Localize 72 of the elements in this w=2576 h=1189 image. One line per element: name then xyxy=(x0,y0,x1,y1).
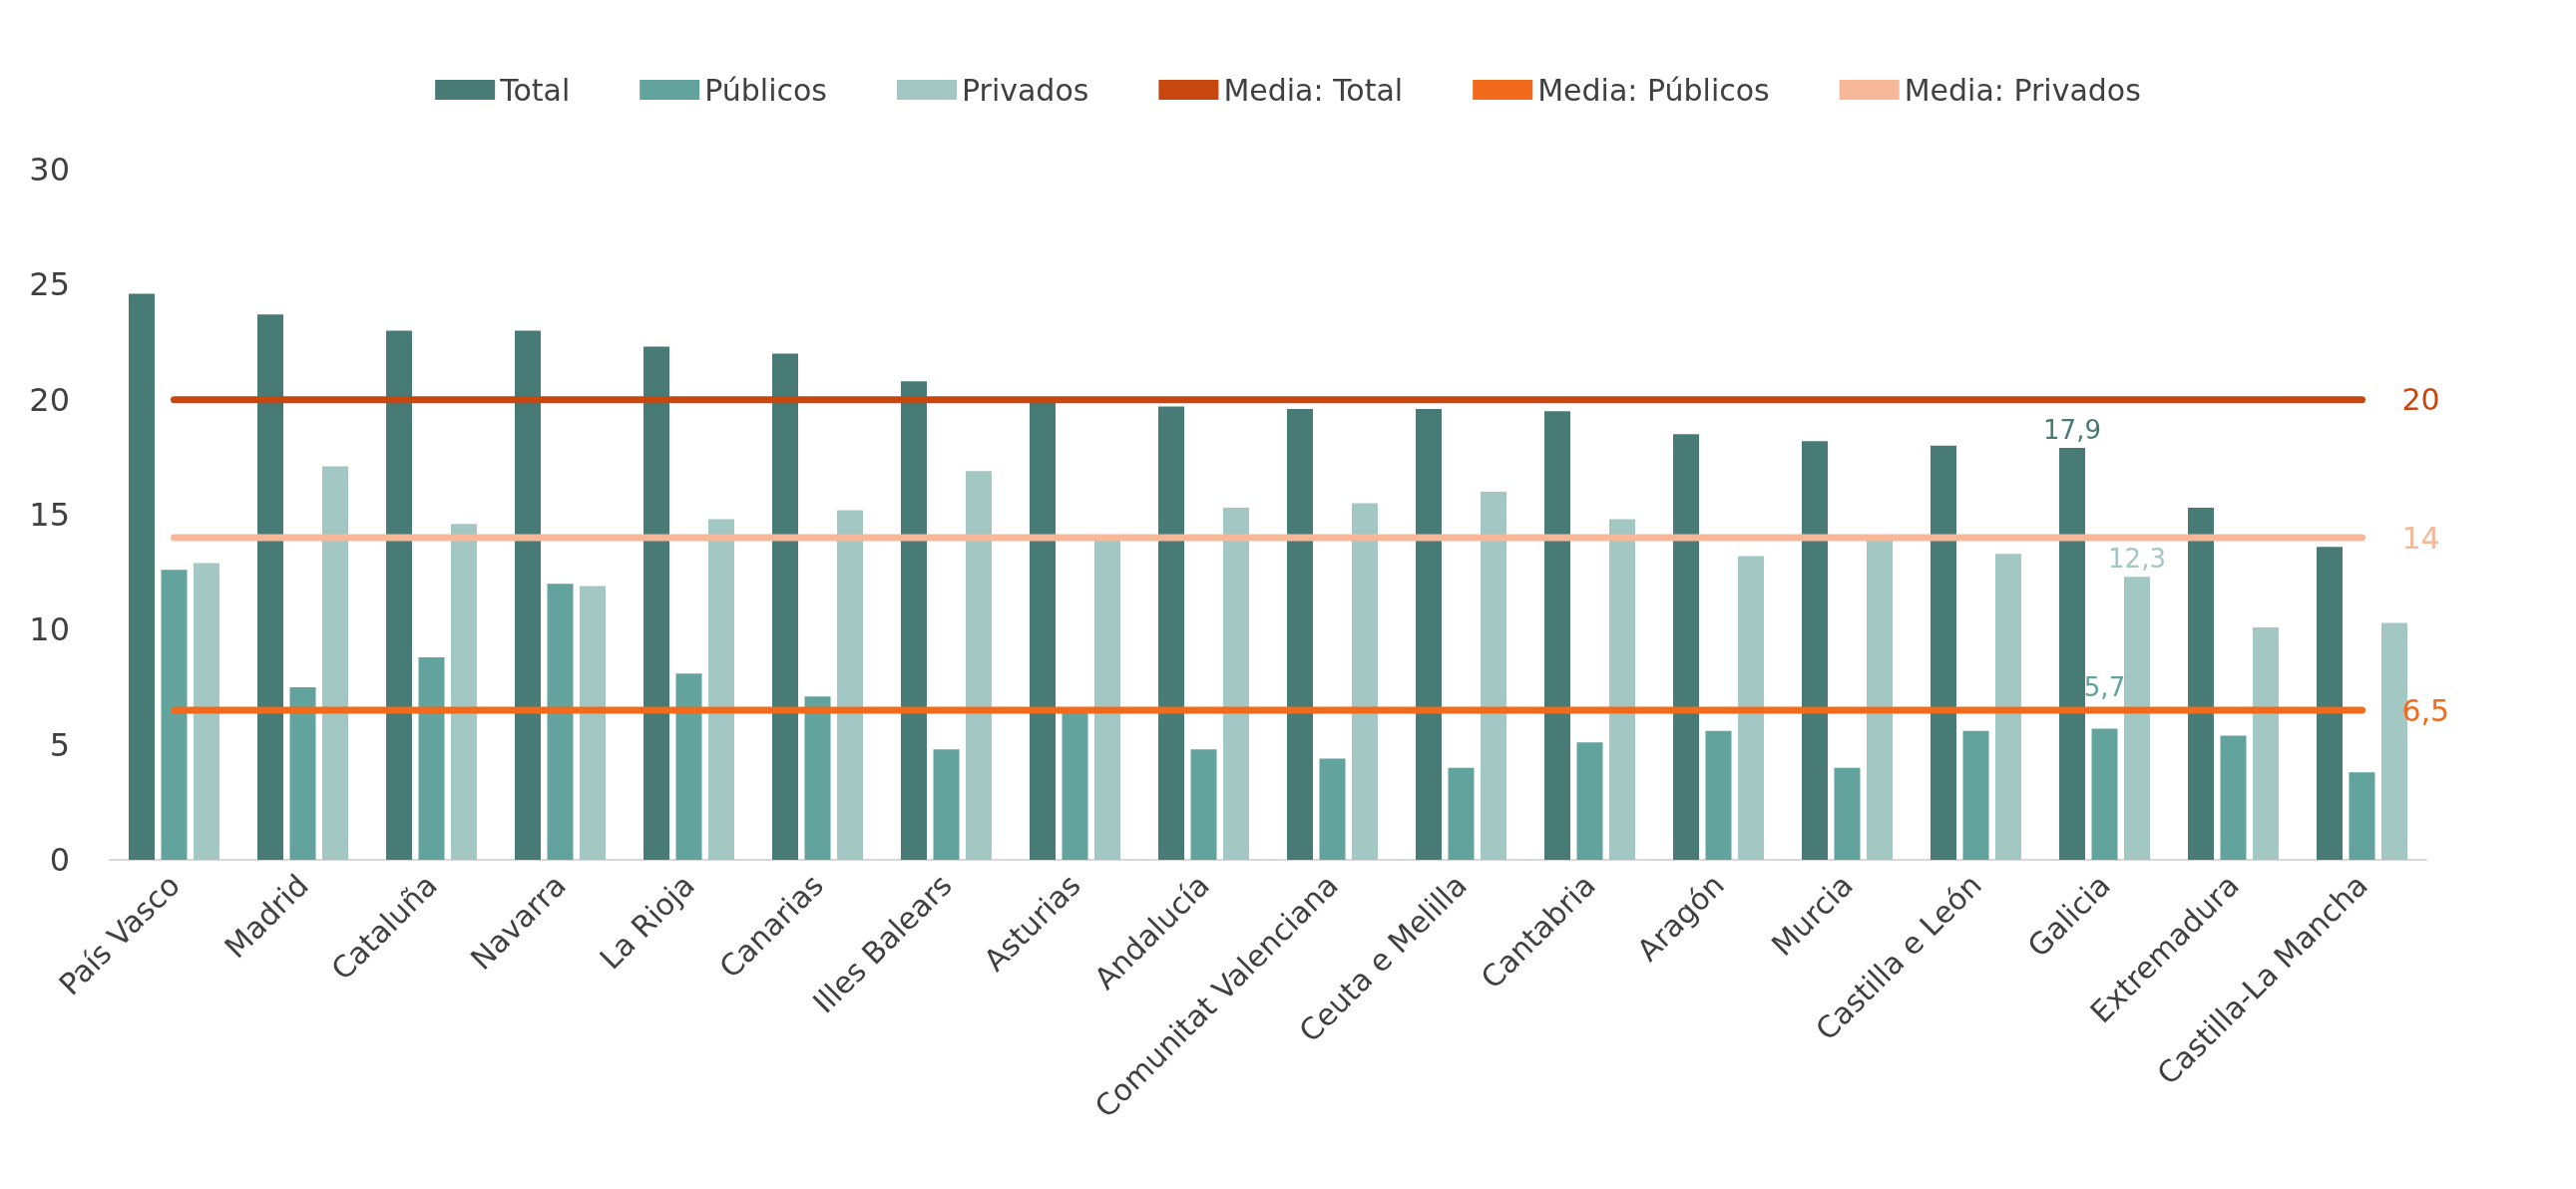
bar xyxy=(1223,508,1249,860)
bar xyxy=(1158,406,1184,860)
data-label: 20 xyxy=(2401,382,2440,418)
bar xyxy=(1287,408,1313,860)
y-tick-label: 10 xyxy=(29,610,70,649)
legend-label: Total xyxy=(499,72,571,108)
bar xyxy=(1062,712,1088,860)
bar xyxy=(1576,742,1603,860)
bar xyxy=(418,657,445,860)
legend-label: Privados xyxy=(961,72,1089,108)
legend-label: Media: Públicos xyxy=(1537,72,1770,108)
legend-label: Media: Total xyxy=(1223,72,1404,108)
bar xyxy=(675,673,702,860)
bar xyxy=(289,687,316,860)
bar xyxy=(2124,577,2150,860)
bar xyxy=(1544,411,1570,860)
bar xyxy=(708,519,734,860)
bar xyxy=(515,330,541,860)
legend-label: Media: Privados xyxy=(1904,72,2141,108)
bar xyxy=(2317,547,2343,860)
data-label: 6,5 xyxy=(2401,692,2450,728)
bar xyxy=(804,696,831,860)
bar xyxy=(837,510,863,860)
bar xyxy=(1802,441,1828,860)
bar xyxy=(161,570,188,860)
bar xyxy=(1867,540,1893,860)
bar xyxy=(933,749,960,860)
bar xyxy=(386,330,412,860)
bar xyxy=(1962,730,1989,860)
data-label: 17,9 xyxy=(2043,415,2101,446)
legend-label: Públicos xyxy=(704,72,827,108)
bar xyxy=(966,471,992,860)
bar xyxy=(1995,554,2021,860)
y-tick-label: 25 xyxy=(29,265,70,304)
bar xyxy=(547,584,574,860)
y-tick-label: 0 xyxy=(49,841,70,879)
bar xyxy=(1448,767,1475,860)
bar xyxy=(901,381,927,860)
bar xyxy=(1673,434,1699,860)
bar xyxy=(2091,728,2118,860)
bar xyxy=(129,293,155,860)
y-tick-label: 30 xyxy=(29,151,70,189)
bar xyxy=(2220,735,2247,860)
data-label: 12,3 xyxy=(2108,544,2166,575)
y-tick-label: 20 xyxy=(29,380,70,419)
bar xyxy=(580,586,606,860)
bar xyxy=(2059,448,2085,860)
bar xyxy=(1190,749,1217,860)
bar xyxy=(2253,627,2279,860)
bar xyxy=(1609,519,1635,860)
bar xyxy=(257,314,283,860)
bar xyxy=(1705,730,1732,860)
bar xyxy=(1931,445,1956,860)
bar xyxy=(1834,767,1861,860)
y-tick-label: 5 xyxy=(49,725,70,764)
bar xyxy=(322,466,348,860)
bar xyxy=(194,563,219,860)
data-label: 14 xyxy=(2401,520,2440,556)
data-label: 5,7 xyxy=(2083,672,2126,703)
bar xyxy=(644,346,669,860)
bar xyxy=(772,353,798,860)
bar xyxy=(1094,540,1120,860)
bar xyxy=(1352,503,1378,860)
bar xyxy=(1416,408,1442,860)
bar xyxy=(1030,401,1056,860)
bar xyxy=(1481,491,1506,860)
bar xyxy=(451,524,477,860)
bar xyxy=(2349,772,2375,860)
bar xyxy=(1738,556,1764,860)
y-tick-label: 15 xyxy=(29,496,70,534)
bar xyxy=(2188,508,2214,860)
bar xyxy=(1319,758,1346,860)
